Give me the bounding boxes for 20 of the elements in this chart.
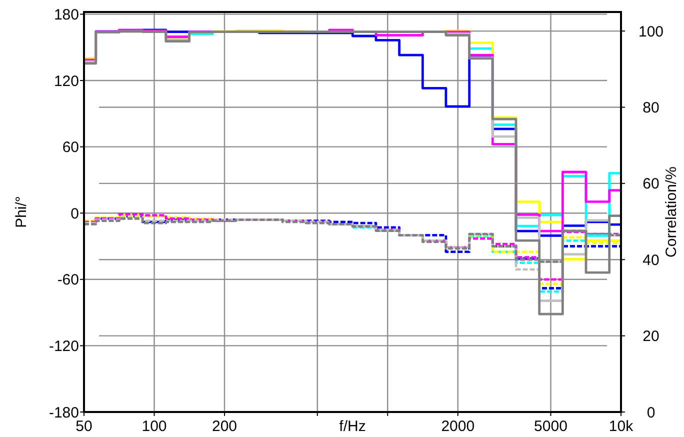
x-tick-label: 100 [142, 418, 167, 435]
y2-tick-label: 80 [642, 99, 660, 116]
y2-tick-label: 40 [642, 252, 660, 269]
x-axis-title: f/Hz [339, 418, 366, 435]
y2-tick-label: 20 [642, 328, 660, 346]
y2-tick-label: 60 [642, 176, 660, 193]
x-tick-label: 2000 [441, 418, 475, 435]
x-tick-label: 10k [608, 418, 634, 435]
y2-tick-label: 0 [646, 404, 656, 422]
y-tick-label: -120 [48, 338, 79, 355]
x-tick-label: 200 [212, 418, 238, 435]
y-tick-label: 0 [70, 205, 79, 222]
y2-tick-label: 100 [638, 23, 664, 40]
y-tick-label: 120 [54, 72, 79, 90]
y2-axis-title: Correlation/% [663, 166, 680, 258]
y-axis-title: Phi/° [13, 196, 30, 228]
y-tick-label: -60 [57, 272, 79, 289]
y-tick-label: 60 [62, 139, 79, 156]
x-tick-label: 5000 [534, 418, 568, 435]
y-tick-label: 180 [54, 6, 79, 24]
